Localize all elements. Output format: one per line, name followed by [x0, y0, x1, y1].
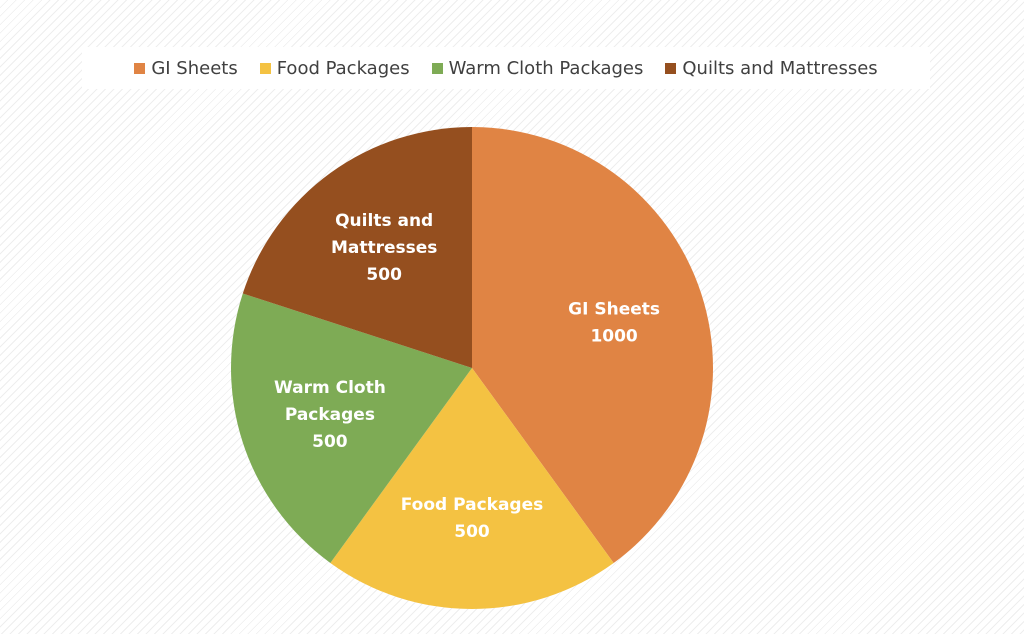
data-label-quilts-and-mattresses: Quilts and Mattresses 500 [331, 211, 437, 285]
data-label-line: GI Sheets [568, 299, 660, 319]
legend-item-gi-sheets: GI Sheets [134, 57, 238, 79]
legend-swatch [259, 62, 271, 74]
pie-slice-food-packages [330, 368, 614, 610]
legend-item-food-packages: Food Packages [259, 57, 410, 79]
pie-slice-quilts-and-mattresses [242, 127, 472, 368]
pie-slice-gi-sheets [472, 127, 714, 563]
pie-slices [231, 127, 714, 610]
slice-labels: GI Sheets 1000 Food Packages 500 Warm Cloth P… [274, 211, 660, 542]
pie-slice-warm-cloth-packages [231, 293, 472, 563]
data-label-line: 1000 [590, 326, 637, 346]
legend-item-warm-cloth-packages: Warm Cloth Packages [431, 57, 644, 79]
data-label-line: Food Packages [401, 495, 544, 515]
data-label-line: Quilts and [335, 211, 433, 231]
legend-label: Warm Cloth Packages [448, 57, 644, 79]
legend-label: Food Packages [276, 57, 410, 79]
data-label-food-packages: Food Packages 500 [401, 495, 544, 542]
data-label-gi-sheets: GI Sheets 1000 [568, 299, 660, 346]
legend-swatch [665, 62, 677, 74]
data-label-line: Packages [285, 405, 375, 425]
data-label-line: 500 [366, 265, 402, 285]
data-label-warm-cloth-packages: Warm Cloth Packages 500 [274, 378, 386, 452]
legend-swatch [431, 62, 443, 74]
legend-swatch [134, 62, 146, 74]
legend-item-quilts-and-mattresses: Quilts and Mattresses [665, 57, 878, 79]
data-label-line: Mattresses [331, 238, 437, 258]
legend-label: Quilts and Mattresses [682, 57, 878, 79]
data-label-line: 500 [454, 522, 490, 542]
data-label-line: 500 [312, 432, 348, 452]
legend-label: GI Sheets [151, 57, 238, 79]
data-label-line: Warm Cloth [274, 378, 386, 398]
legend: GI Sheets Food Packages Warm Cloth Packa… [82, 47, 930, 89]
